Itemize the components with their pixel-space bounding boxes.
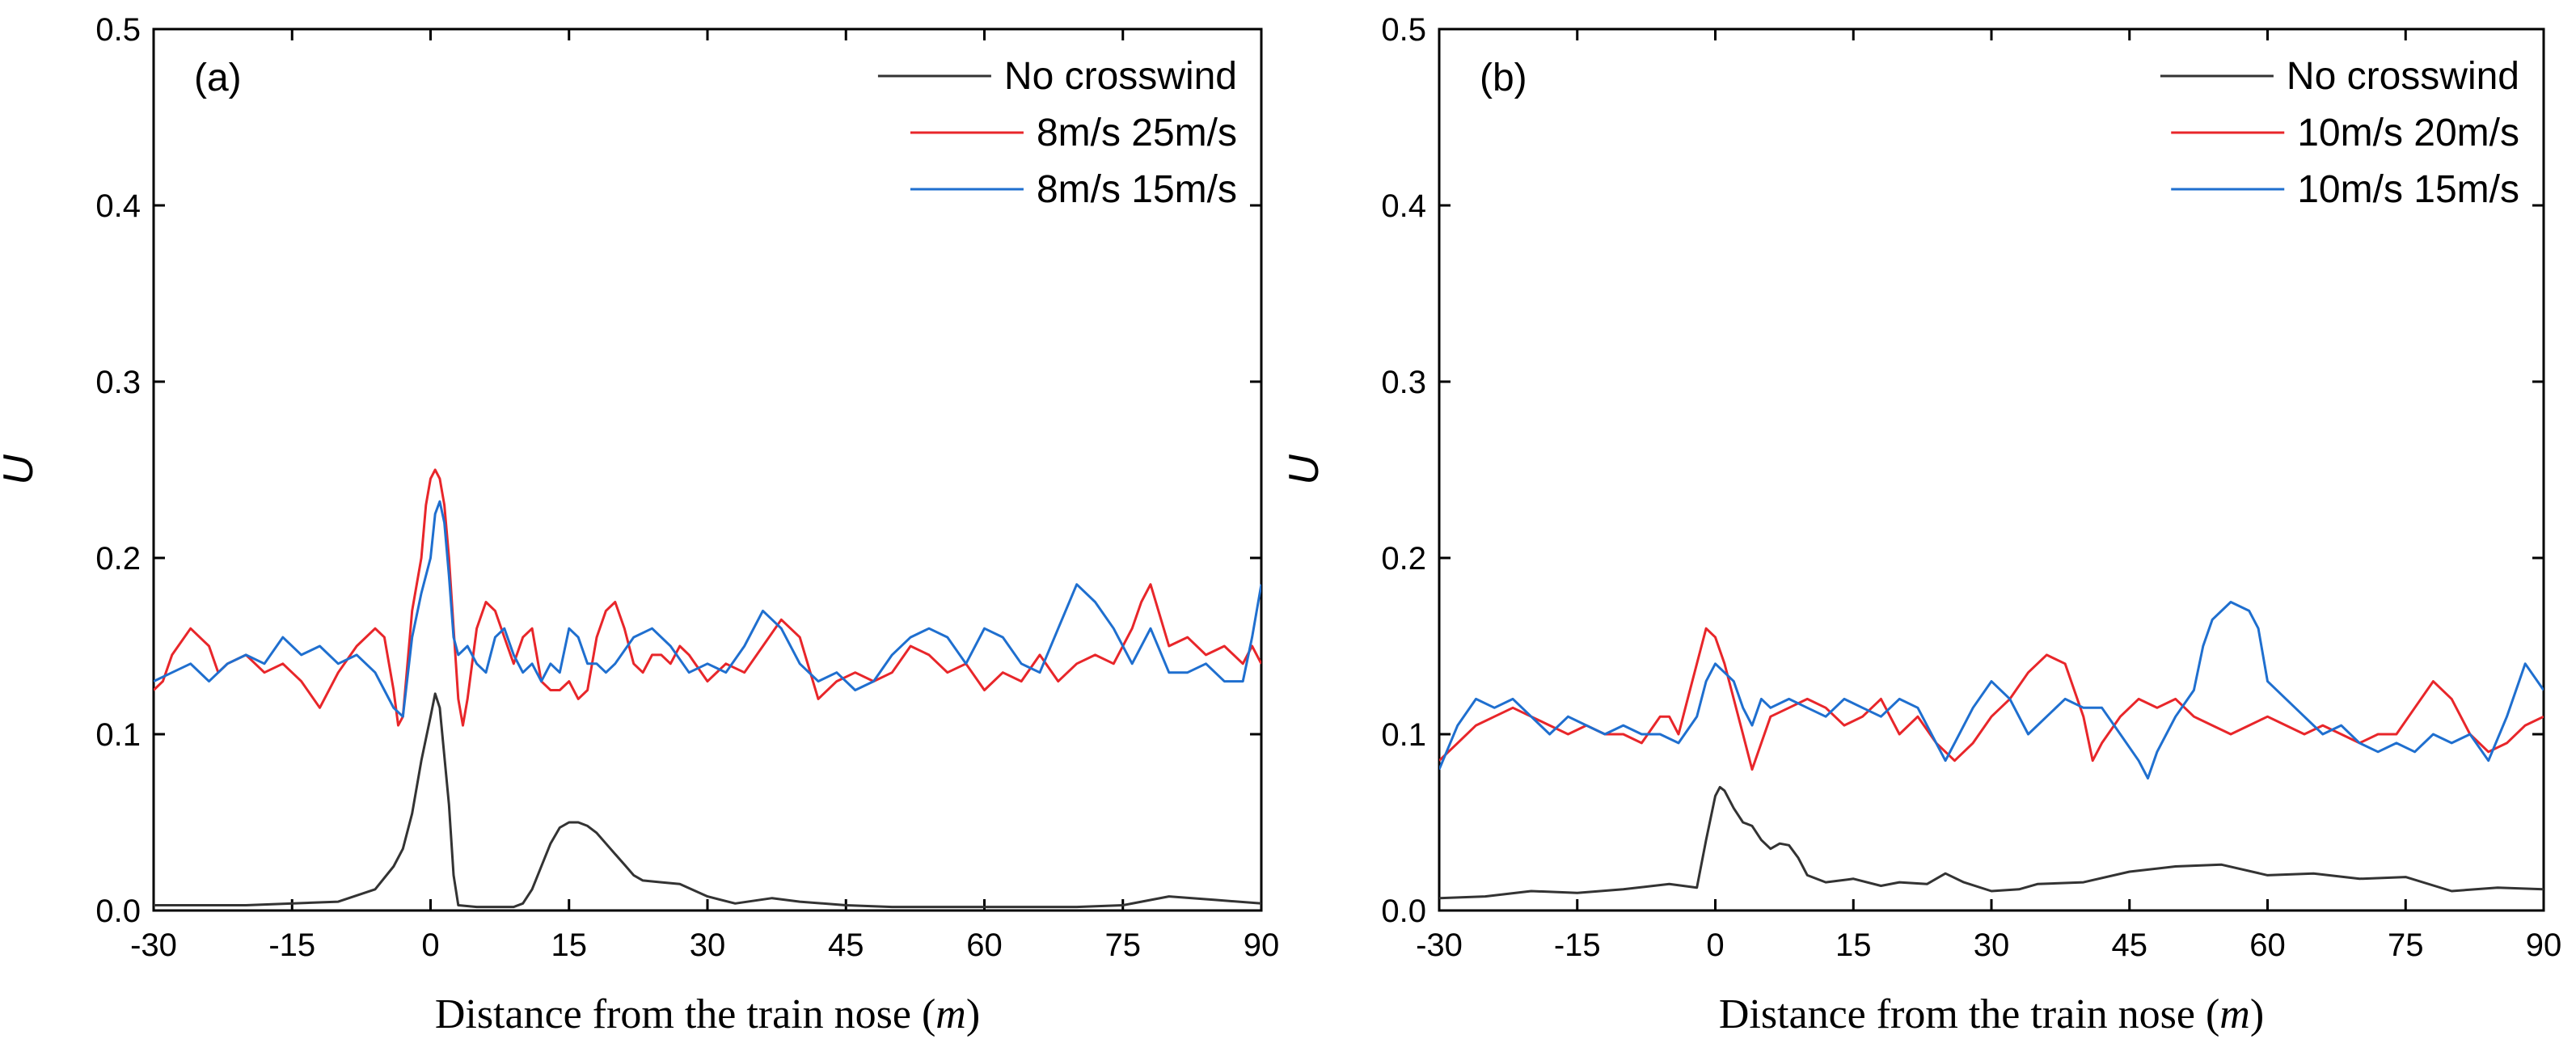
panel-a-series-line-1 <box>154 692 1261 909</box>
panel-b-y-tick-label: 0.0 <box>1381 894 1426 929</box>
panel-b-x-tick-label: -15 <box>1554 927 1601 963</box>
panel-a-y-tick-label: 0.1 <box>95 717 141 753</box>
panel-a-y-tick-label: 0.2 <box>95 541 141 577</box>
panel-b-y-axis-title: U <box>1281 454 1328 485</box>
panel-a-x-tick-label: 45 <box>828 927 864 963</box>
panel-a-y-tick-label: 0.0 <box>95 894 141 929</box>
panel-a-x-tick-label: 75 <box>1105 927 1142 963</box>
panel-b-legend-label-1: No crosswind <box>2287 55 2519 98</box>
panel-a-legend-label-3: 8m/s 15m/s <box>1037 168 1237 211</box>
panel-a-legend-label-1: No crosswind <box>1004 55 1237 98</box>
panel-b-y-tick-label: 0.5 <box>1381 12 1426 48</box>
panel-b-x-tick-label: 75 <box>2388 927 2424 963</box>
panel-b-x-tick-label: 15 <box>1835 927 1872 963</box>
panel-a-x-tick-label: 90 <box>1244 927 1280 963</box>
panel-b-x-tick-label: 45 <box>2112 927 2148 963</box>
panel-b-x-tick-label: 0 <box>1706 927 1724 963</box>
panel-a-x-tick-label: 60 <box>966 927 1003 963</box>
panel-b-axes-frame <box>1438 27 2545 912</box>
panel-a-legend-label-2: 8m/s 25m/s <box>1037 112 1237 154</box>
panel-b-series-line-2 <box>1439 627 2544 771</box>
panel-a-series-line-3 <box>154 500 1261 718</box>
panel-a-x-tick-label: 15 <box>551 927 588 963</box>
panel-b-legend-label-2: 10m/s 20m/s <box>2297 112 2519 154</box>
panel-b-x-tick-label: -30 <box>1416 927 1463 963</box>
panel-b-y-tick-label: 0.2 <box>1381 541 1426 577</box>
panel-b: -30 -15 0 15 30 45 60 75 90 0.0 0.1 0.2 0.3 0.4 0.5 No … <box>1281 12 2561 1037</box>
panel-a-y-axis-title: U <box>0 454 42 485</box>
panel-a: -30 -15 0 15 30 45 60 75 90 0.0 0.1 0.2 0.3 0.4 0.5 No … <box>0 12 1279 1037</box>
panel-a-series-line-2 <box>154 468 1261 727</box>
panel-b-y-tick-label: 0.1 <box>1381 717 1426 753</box>
panel-a-axes-frame <box>152 27 1263 912</box>
panel-b-y-tick-label: 0.3 <box>1381 365 1426 400</box>
panel-a-y-tick-label: 0.4 <box>95 188 141 224</box>
panel-a-x-tick-label: 30 <box>690 927 726 963</box>
panel-a-x-axis-title: Distance from the train nose (m) <box>435 991 980 1037</box>
panel-b-x-tick-label: 60 <box>2249 927 2286 963</box>
panel-a-x-tick-label: -30 <box>130 927 177 963</box>
panel-b-series-line-3 <box>1439 601 2544 779</box>
panel-b-legend-label-3: 10m/s 15m/s <box>2297 168 2519 211</box>
panel-a-y-tick-label: 0.3 <box>95 365 141 400</box>
panel-b-x-axis-title: Distance from the train nose (m) <box>1719 991 2264 1037</box>
panel-b-x-tick-label: 30 <box>1974 927 2010 963</box>
panel-b-y-tick-label: 0.4 <box>1381 188 1426 224</box>
panel-a-label: (a) <box>194 57 242 99</box>
panel-b-x-tick-label: 90 <box>2526 927 2562 963</box>
panel-b-series-line-1 <box>1439 785 2544 900</box>
panel-b-label: (b) <box>1480 57 1527 99</box>
panel-a-x-tick-label: -15 <box>268 927 315 963</box>
panel-a-x-tick-label: 0 <box>421 927 439 963</box>
panel-a-y-tick-label: 0.5 <box>95 12 141 48</box>
